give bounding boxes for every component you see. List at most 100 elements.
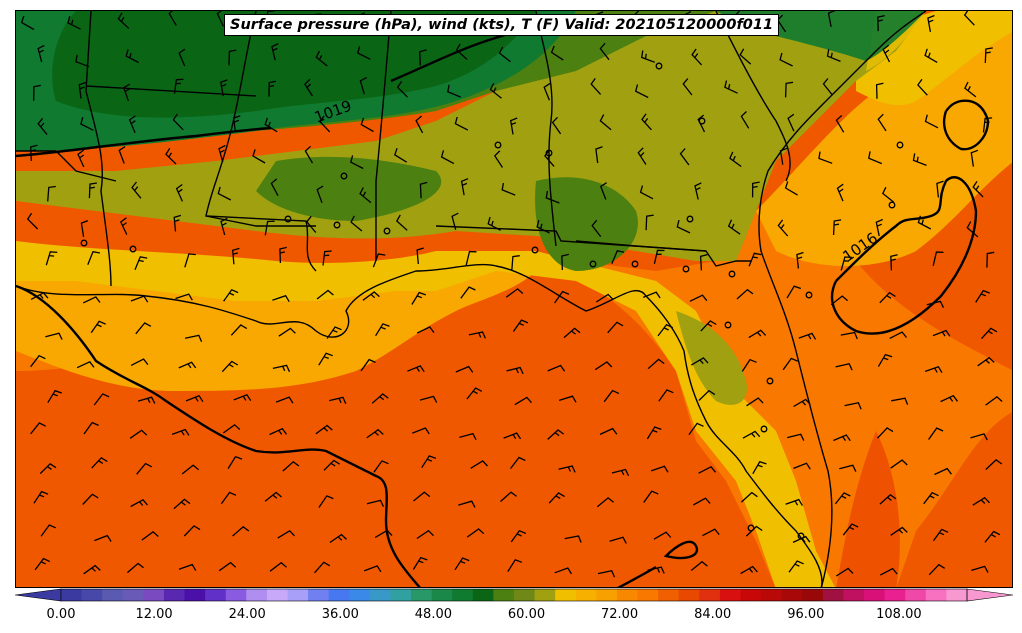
wind-barb <box>76 360 95 369</box>
colorbar-swatch <box>205 589 227 601</box>
calm-wind-circle <box>631 260 639 268</box>
calm-wind-circle <box>728 270 736 278</box>
border-la-tx <box>85 11 112 287</box>
wind-barb <box>934 467 952 476</box>
wind-barb <box>83 421 99 435</box>
wind-barb <box>682 78 693 96</box>
wind-barb <box>591 219 602 237</box>
wind-barb <box>270 178 279 197</box>
wind-barb <box>653 531 672 540</box>
wind-barb <box>304 145 314 164</box>
wind-barbs <box>20 11 1003 578</box>
colorbar-extend-high <box>966 588 1013 602</box>
wind-barb <box>787 433 805 441</box>
colorbar-swatch <box>411 589 433 601</box>
wind-barb <box>509 117 518 135</box>
colorbar-swatch <box>905 589 927 601</box>
colorbar-swatch <box>266 589 288 601</box>
wind-barb <box>796 251 804 269</box>
colorbar-swatch <box>575 589 597 601</box>
wind-barb <box>455 43 468 60</box>
calm-wind-circle <box>896 141 904 149</box>
wind-barb <box>507 559 523 572</box>
wind-barb <box>318 495 334 508</box>
wind-barb <box>698 389 716 401</box>
wind-barb <box>419 181 428 199</box>
colorbar-swatch <box>637 589 659 601</box>
calm-wind-circle <box>747 524 755 532</box>
wind-barb <box>547 364 566 372</box>
wind-barb <box>985 459 1003 470</box>
wind-barb <box>932 251 944 266</box>
wind-barb <box>80 117 94 131</box>
wind-barb <box>514 396 532 406</box>
wind-barb <box>447 84 461 98</box>
wind-barb <box>459 432 477 441</box>
wind-barb <box>595 293 614 303</box>
colorbar-swatch <box>163 589 186 601</box>
wind-barb <box>216 11 224 27</box>
calm-wind-circle <box>80 239 88 247</box>
wind-barb <box>67 15 81 30</box>
wind-barb <box>20 15 35 31</box>
wind-barb <box>505 288 524 298</box>
colorbar-swatch <box>802 589 824 601</box>
wind-barb <box>691 48 703 66</box>
wind-barb <box>777 219 789 237</box>
wind-barb <box>304 78 313 97</box>
wind-barb <box>844 402 862 410</box>
wind-barb <box>891 397 909 405</box>
wind-barb <box>118 146 126 164</box>
wind-barb <box>868 151 883 165</box>
wind-barb <box>268 80 277 97</box>
wind-barb <box>877 427 894 439</box>
wind-barb <box>264 220 275 236</box>
wind-barb <box>412 427 430 435</box>
wind-barb <box>271 43 279 61</box>
wind-barb <box>746 397 764 407</box>
wind-barb <box>372 253 386 268</box>
colorbar-swatch <box>431 589 453 601</box>
calm-wind-circle <box>545 149 553 157</box>
wind-barb <box>748 252 762 267</box>
colorbar-swatch <box>699 589 721 601</box>
wind-barb <box>47 185 56 202</box>
wind-barb <box>500 491 517 502</box>
wind-barb <box>173 214 182 232</box>
isobar-high-ne <box>942 99 990 151</box>
border-ar-la <box>85 85 257 97</box>
wind-barb <box>47 389 62 404</box>
wind-barb <box>646 426 662 440</box>
wind-barb <box>220 79 228 97</box>
wind-barb <box>315 424 333 435</box>
calm-wind-circle <box>531 246 539 254</box>
wind-barb <box>90 320 106 334</box>
map-title: Surface pressure (hPa), wind (kts), T (F… <box>224 14 780 36</box>
wind-barb <box>411 291 427 305</box>
wind-barb <box>80 219 89 238</box>
wind-barb <box>832 219 842 236</box>
wind-barb <box>741 358 757 372</box>
wind-barb <box>30 144 38 162</box>
isobars <box>16 19 990 587</box>
wind-barb <box>834 492 851 505</box>
wind-barb <box>218 561 237 572</box>
colorbar-swatch <box>719 589 741 601</box>
colorbar-swatch <box>740 589 762 601</box>
wind-barb <box>366 428 384 439</box>
colorbar-swatch <box>534 589 556 601</box>
wind-barb <box>836 183 844 202</box>
temp-fill-yellow <box>16 241 835 587</box>
wind-barb <box>375 323 390 337</box>
wind-barb <box>126 562 144 574</box>
wind-barb <box>822 78 833 96</box>
wind-barb <box>75 54 90 68</box>
wind-barb <box>359 187 372 204</box>
wind-barb <box>232 525 250 537</box>
wind-barb <box>272 364 291 373</box>
wind-barb <box>129 429 148 439</box>
wind-barb <box>227 455 243 469</box>
colorbar-swatch <box>349 589 371 601</box>
fl-east-coast <box>758 11 927 587</box>
wind-barb <box>373 460 389 473</box>
